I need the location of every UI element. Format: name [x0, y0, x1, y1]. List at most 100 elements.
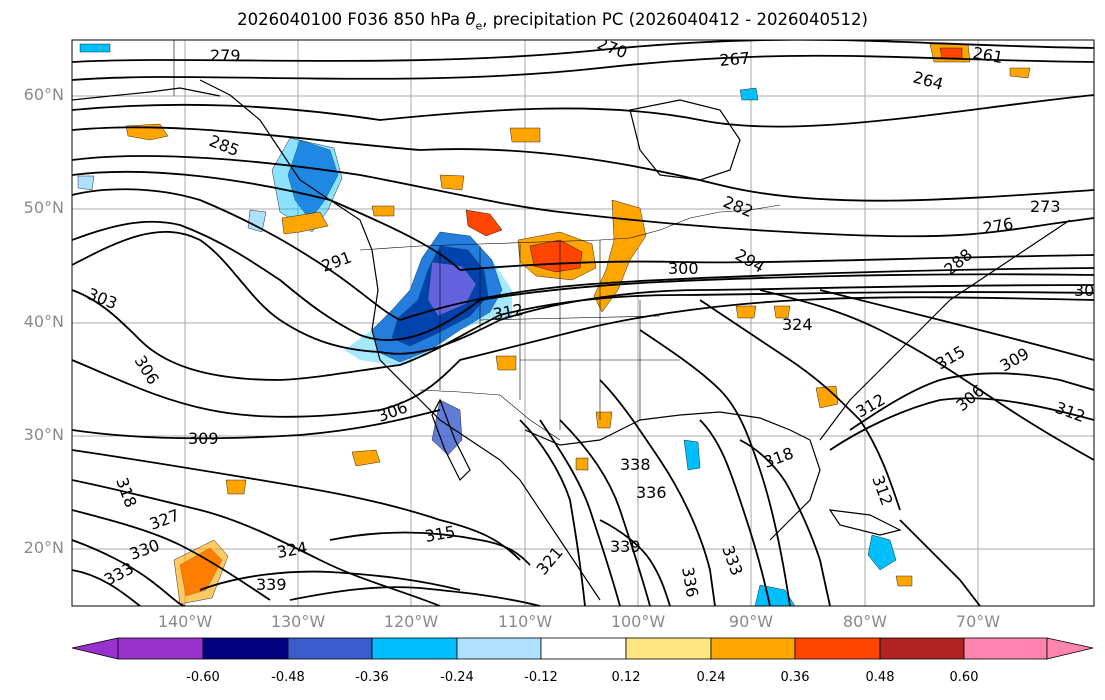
contour-label: 309 — [188, 429, 219, 448]
contour-label: 318 — [761, 443, 796, 471]
contour-label: 333 — [718, 543, 746, 578]
colorbar-tick-label: 0.24 — [696, 670, 726, 685]
negative-pc-pacific-northwest — [287, 139, 339, 221]
lon-label-140w: 140°W — [157, 612, 213, 631]
colorbar-tick-label: 0.36 — [780, 670, 810, 685]
contour-label: 339 — [610, 537, 641, 556]
negative-pc-arctic-1 — [79, 43, 111, 53]
graticule — [72, 40, 1094, 606]
us-mexico-border — [419, 389, 561, 441]
contour-label: 339 — [256, 575, 287, 594]
lon-label-120w: 120°W — [383, 612, 439, 631]
colorbar-tick-label: -0.36 — [355, 670, 389, 685]
alaska-coast — [72, 87, 221, 101]
colorbar-tick-label: 0.48 — [865, 670, 895, 685]
colorbar-tick-label: -0.60 — [186, 670, 220, 685]
colorbar-tick-label: 0.12 — [611, 670, 641, 685]
negative-pc-arctic-2 — [739, 87, 759, 101]
contour-label: 318 — [112, 475, 140, 510]
lon-label-110w: 110°W — [497, 612, 553, 631]
contour-label: 324 — [275, 538, 308, 562]
contour-label: 312 — [1053, 398, 1088, 426]
title-suffix: , precipitation PC (2026040412 - 2026040… — [482, 10, 868, 29]
lat-label-30n: 30°N — [23, 425, 64, 444]
precip-pc-shading — [77, 43, 1031, 606]
contour-label: 336 — [636, 483, 667, 502]
positive-pc-montana — [465, 209, 503, 237]
colorbar-bin — [117, 637, 204, 660]
positive-pc-southeast-us — [815, 385, 839, 409]
colorbar-tick-label: -0.12 — [524, 670, 558, 685]
lon-label-80w: 80°W — [842, 612, 888, 631]
positive-pc-alberta — [371, 205, 395, 217]
positive-pc-alaska-gulf — [125, 123, 169, 141]
colorbar-bin — [625, 637, 712, 660]
colorbar-bin — [710, 637, 796, 660]
positive-pc-baffin-core — [939, 47, 963, 59]
contour-label: 306 — [131, 352, 163, 388]
positive-pc-caribbean — [895, 575, 913, 587]
colorbar-extend-low — [71, 637, 119, 660]
positive-pc-ohio — [773, 305, 791, 319]
theta-e-contours — [72, 40, 1094, 606]
negative-pc-caribbean — [867, 534, 897, 571]
contour-label: 324 — [782, 315, 813, 334]
contour-label: 327 — [147, 505, 182, 533]
lon-label-100w: 100°W — [610, 612, 666, 631]
weak-negative-pc-halo — [344, 232, 512, 366]
colorbar-bin — [202, 637, 289, 660]
map-area: 279 285 291 303 306 306 309 318 327 330 … — [72, 40, 1094, 606]
contour-label: 315 — [423, 522, 456, 546]
contour-label: 294 — [732, 245, 768, 277]
contour-label: 279 — [210, 46, 241, 65]
colorbar-bin — [540, 637, 627, 660]
contour-label: 267 — [719, 48, 751, 70]
contour-label: 336 — [678, 565, 702, 598]
contour-label: 285 — [207, 131, 242, 160]
positive-pc-labrador — [1009, 67, 1031, 79]
colorbar-bin — [963, 637, 1048, 660]
colorbar-bin — [879, 637, 965, 660]
negative-pc-pacific-west — [77, 175, 95, 191]
contour-label: 264 — [911, 68, 945, 94]
contour-label: 333 — [101, 558, 137, 589]
positive-pc-great-lakes — [593, 199, 647, 313]
colorbar-bin — [456, 637, 542, 660]
contour-label: 261 — [971, 43, 1004, 67]
title-theta-subscript: e — [475, 19, 483, 33]
lon-label-90w: 90°W — [728, 612, 774, 631]
contour-labels: 279 285 291 303 306 306 309 318 327 330 … — [85, 40, 1094, 599]
title-theta: θ — [465, 10, 476, 29]
colorbar-tick-label: -0.24 — [440, 670, 474, 685]
coastlines — [72, 79, 1071, 601]
lat-label-20n: 20°N — [23, 538, 64, 557]
contour-label: 321 — [533, 543, 567, 579]
title-prefix: 2026040100 F036 850 hPa — [237, 10, 466, 29]
atlantic-coastline — [819, 219, 1071, 441]
colorbar-tick-label: -0.48 — [271, 670, 305, 685]
negative-pc-gulf-east — [683, 439, 701, 471]
pacific-coastline — [199, 79, 601, 601]
positive-pc-canada-north — [509, 127, 541, 143]
positive-pc-bc-interior — [281, 211, 329, 235]
positive-pc-pacific-south — [225, 479, 247, 495]
hudson-bay-coast — [629, 99, 741, 181]
contour-label: 330 — [127, 535, 162, 563]
colorbar — [71, 637, 1094, 660]
positive-pc-southwest — [495, 355, 517, 371]
contour-label: 306 — [375, 397, 410, 425]
us-canada-border — [359, 204, 781, 251]
positive-pc-pacific-central — [351, 449, 381, 467]
negative-pc-gulf-california — [431, 399, 463, 456]
contour-label: 276 — [981, 214, 1014, 238]
colorbar-bin — [287, 637, 373, 660]
positive-pc-hawaii-halo — [173, 539, 229, 605]
colorbar-bin — [371, 637, 458, 660]
colorbar-extend-high — [1046, 637, 1094, 660]
lat-label-60n: 60°N — [23, 85, 64, 104]
lon-label-70w: 70°W — [955, 612, 1001, 631]
contour-label: 312 — [868, 473, 896, 508]
cuba-coast — [828, 509, 902, 536]
contour-label: 338 — [620, 455, 651, 474]
